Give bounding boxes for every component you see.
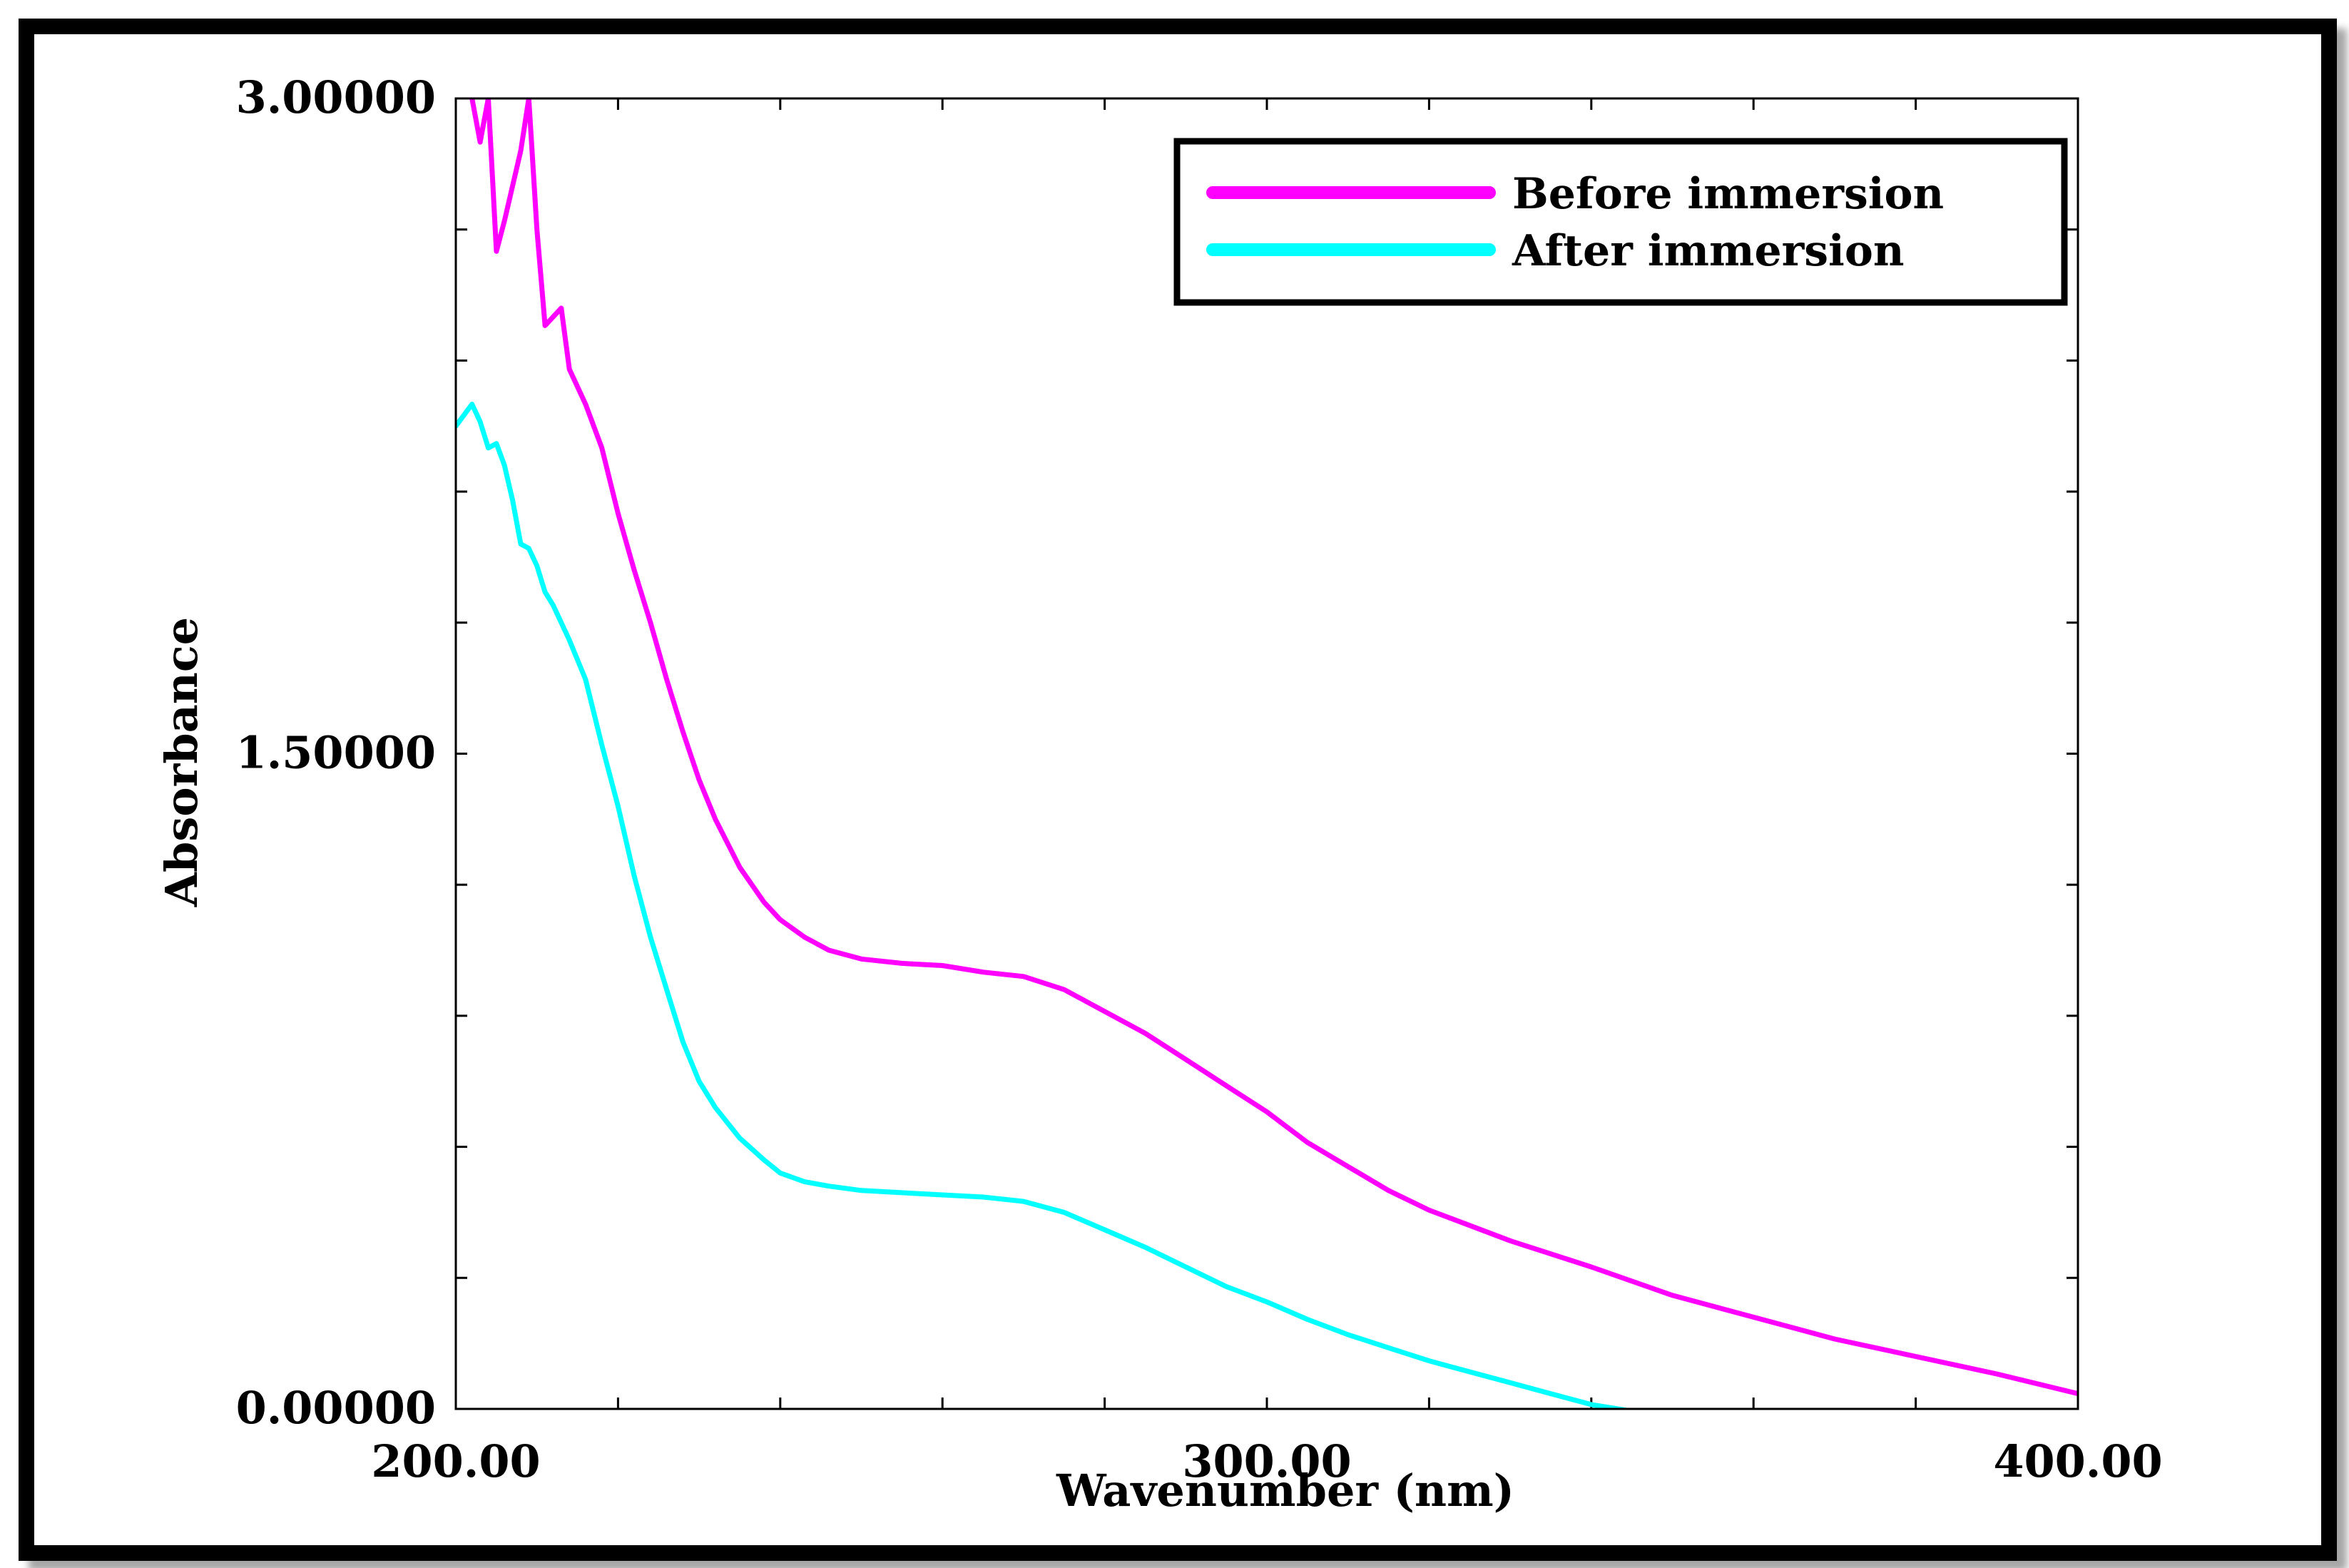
legend-box	[1173, 138, 2068, 306]
series-line-after-immersion	[456, 402, 1634, 1409]
y-tick-label: 3.00000	[236, 71, 436, 123]
y-axis-label: Absorbance	[156, 617, 208, 907]
legend: Before immersion After immersion	[1173, 138, 2068, 306]
tick-labels: 200.00 300.00 400.00 0.00000 1.50000 3.00000	[236, 71, 2163, 1487]
chart-frame: 200.00 300.00 400.00 0.00000 1.50000 3.00000 …	[19, 19, 2337, 1561]
x-tick-label: 200.00	[371, 1435, 540, 1487]
plot-area	[454, 97, 2079, 1410]
y-tick-label: 1.50000	[236, 727, 436, 779]
legend-label-before: Before immersion	[1512, 169, 1944, 219]
x-axis-label: Wavenumber (nm)	[1056, 1465, 1514, 1517]
absorbance-chart: 200.00 300.00 400.000.000001.500003.00000 …	[156, 71, 2163, 1517]
series-lines	[456, 98, 2078, 1409]
y-tick-label: 0.00000	[236, 1382, 436, 1434]
legend-label-after: After immersion	[1512, 226, 1904, 276]
series-line-before-immersion	[469, 98, 2078, 1397]
x-tick-label: 400.00	[1993, 1435, 2162, 1487]
x-tick-label: 300.00	[1182, 1435, 1351, 1487]
